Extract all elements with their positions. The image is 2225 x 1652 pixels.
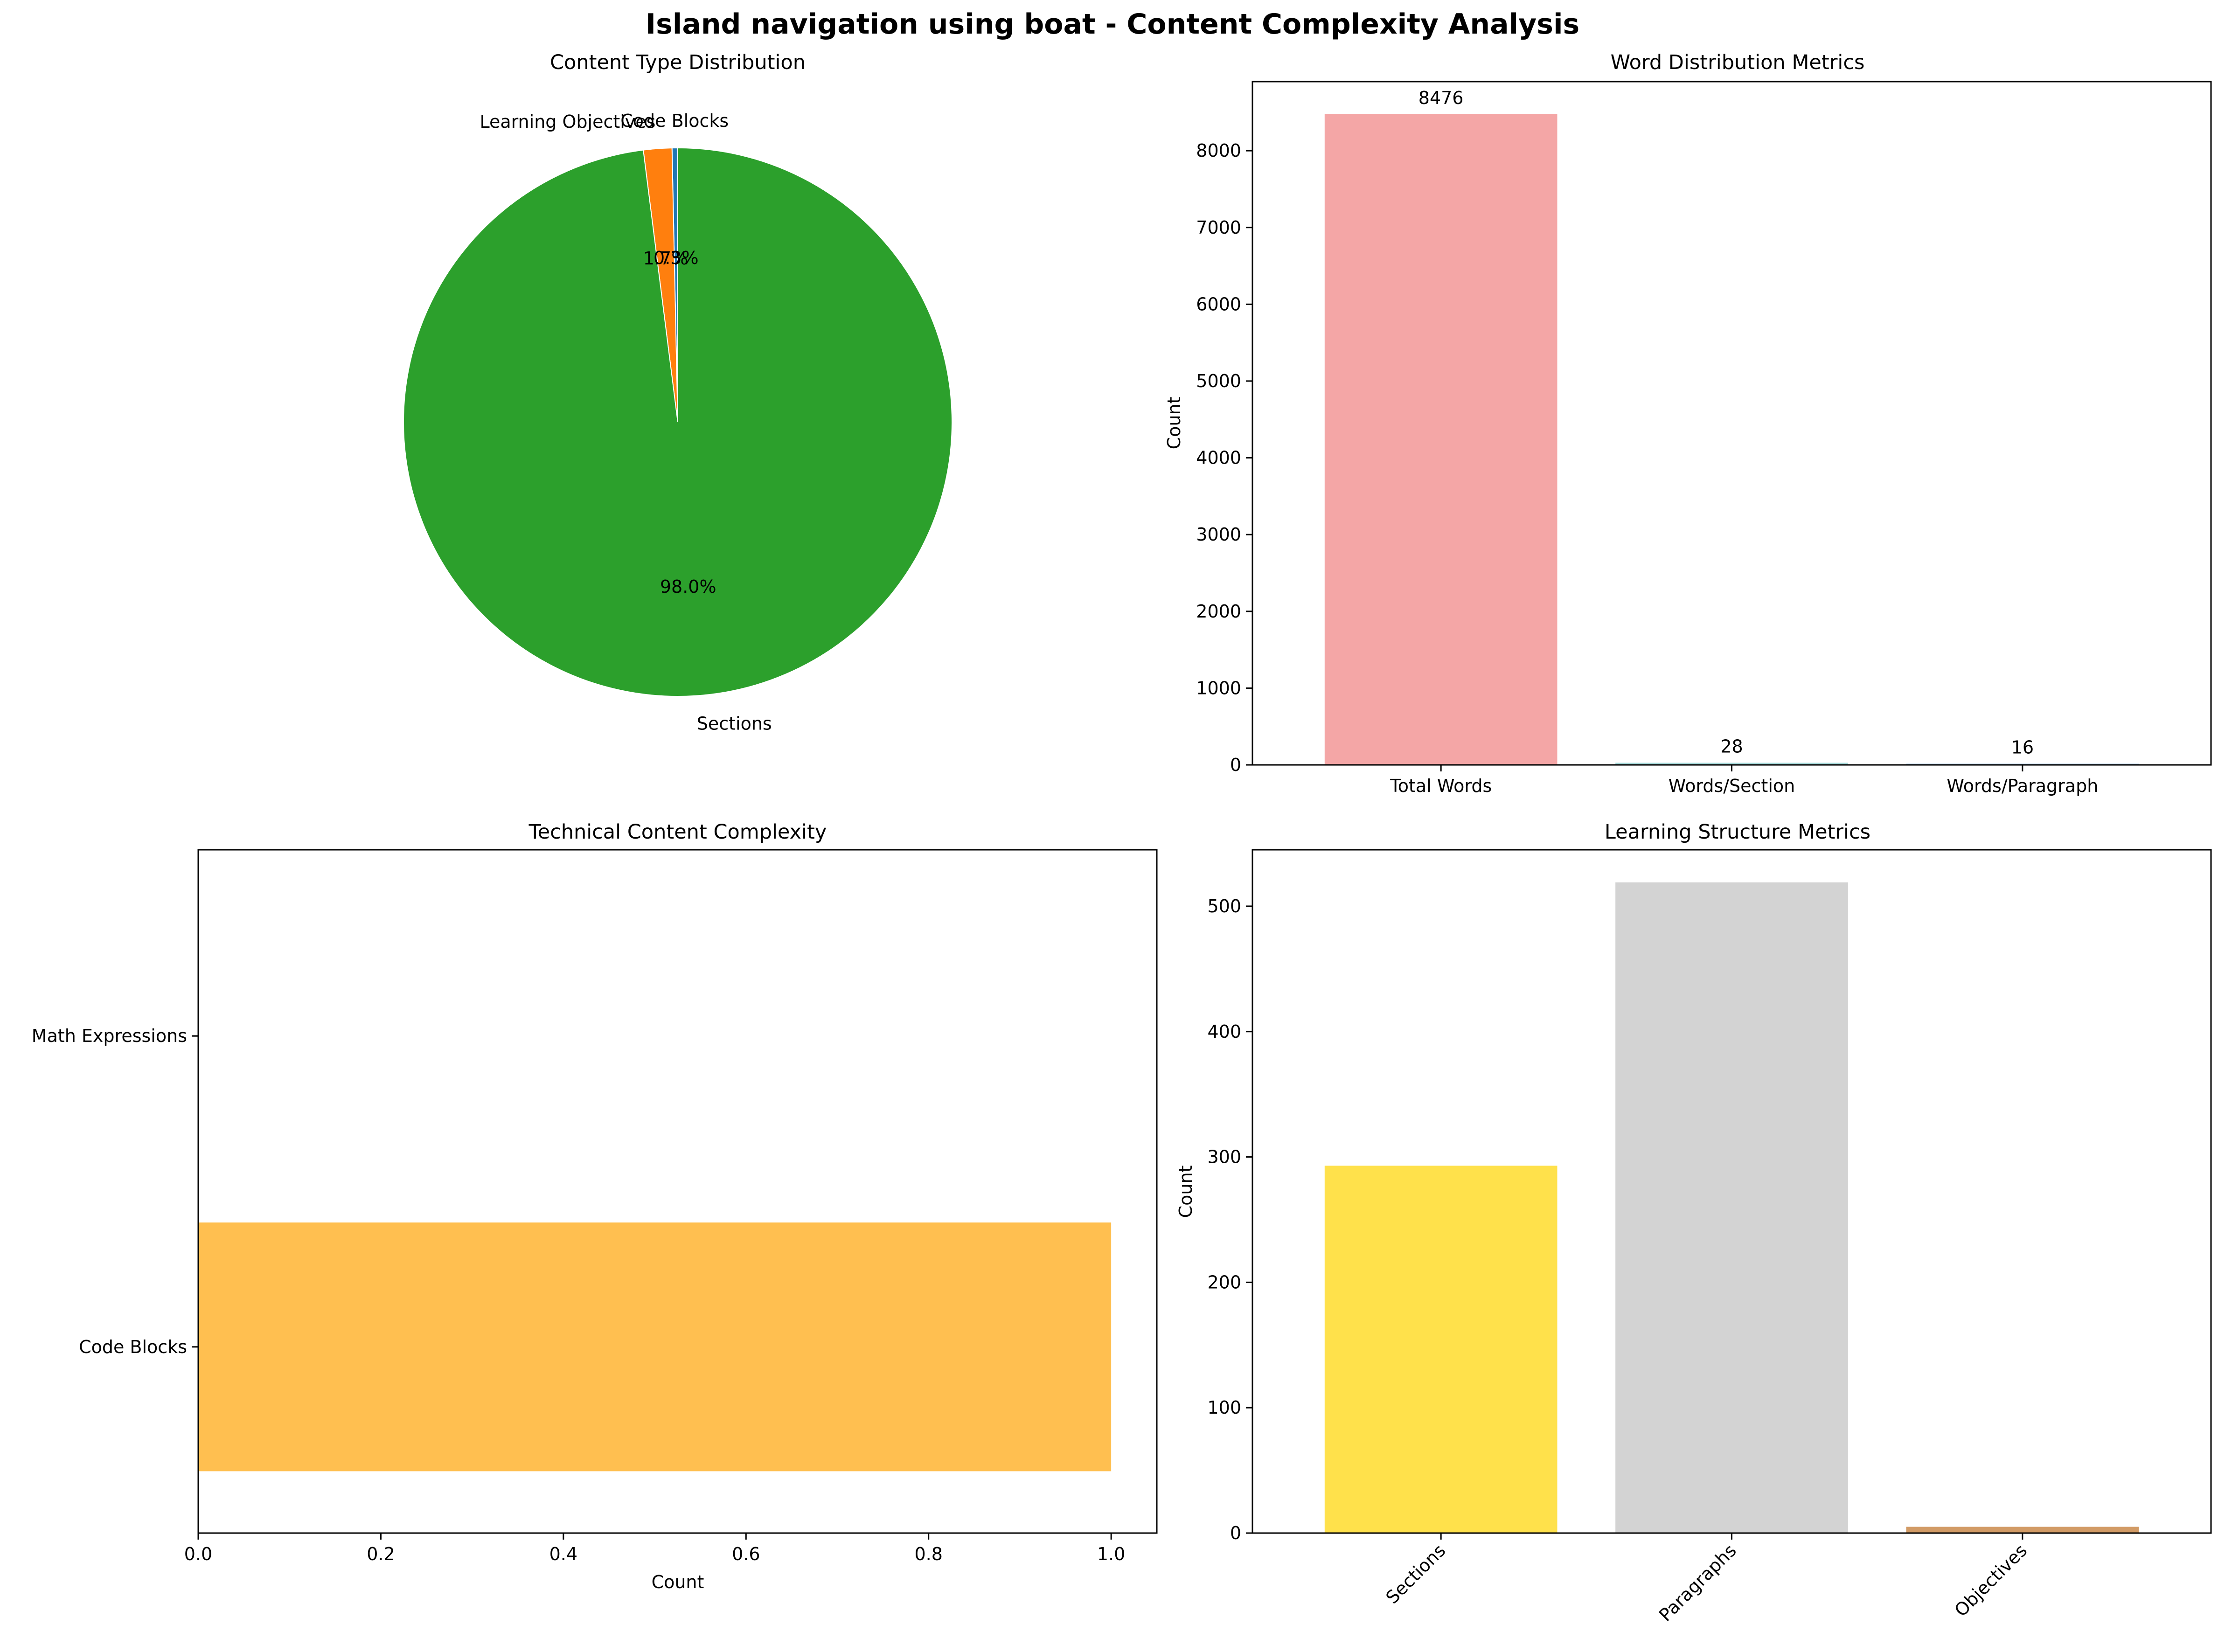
words-title: Word Distribution Metrics [1611, 51, 1865, 74]
y-tick-label: 5000 [1196, 371, 1241, 391]
learning-title: Learning Structure Metrics [1605, 820, 1870, 844]
pie-pct-label: 1.7% [643, 248, 688, 269]
bar-total-words [1324, 114, 1558, 765]
y-tick-label: Code Blocks [79, 1337, 187, 1357]
tech-bars [198, 1222, 1112, 1472]
y-tick-label: 0 [1230, 1523, 1241, 1543]
y-tick-label: 300 [1207, 1147, 1241, 1167]
x-tick-label: Total Words [1390, 776, 1492, 796]
learning-axes-frame [1252, 849, 2212, 1534]
x-tick-label: 0.2 [367, 1544, 395, 1564]
pie-slice-sections [403, 147, 953, 697]
words-ylabel: Count [1164, 397, 1184, 450]
bar-words-section [1615, 763, 1848, 765]
y-tick-label: 0 [1230, 755, 1241, 775]
pie-labels: Code Blocks 0.3% Learning Objectives 1.7% Se… [480, 111, 772, 734]
bar-value-label: 8476 [1418, 88, 1464, 108]
x-tick-label: Words/Paragraph [1947, 776, 2098, 796]
y-tick-label: 1000 [1196, 678, 1241, 698]
bar-value-label: 28 [1720, 736, 1743, 757]
bar-value-label: 16 [2011, 737, 2034, 757]
words-axis-ticks: 0 1000 2000 3000 4000 5000 6000 7000 8000 Total W… [1196, 140, 2098, 796]
word-distribution-chart: Word Distribution Metrics 0 1000 2000 3000 4… [1164, 51, 2212, 796]
y-tick-label: 200 [1207, 1272, 1241, 1292]
bar-paragraphs [1615, 882, 1848, 1533]
y-tick-label: 400 [1207, 1021, 1241, 1042]
x-tick-label: 0.4 [549, 1544, 577, 1564]
x-tick-label: Words/Section [1669, 776, 1795, 796]
tech-title: Technical Content Complexity [528, 820, 827, 844]
technical-complexity-chart: Technical Content Complexity 0.0 0.2 0.4 0.… [32, 820, 1158, 1592]
pie-title: Content Type Distribution [550, 51, 806, 74]
content-type-pie-chart: Content Type Distribution Code Blocks 0.3… [403, 51, 953, 734]
learning-bars [1324, 882, 2139, 1533]
bar-code-blocks [198, 1222, 1112, 1472]
tech-axis-ticks: 0.0 0.2 0.4 0.6 0.8 1.0 Code Blocks Math Expres… [32, 1026, 1126, 1564]
y-tick-label: 500 [1207, 896, 1241, 916]
y-tick-label: 3000 [1196, 524, 1241, 545]
pie-label: Code Blocks [620, 111, 729, 131]
figure-title: Island navigation using boat - Content C… [646, 8, 1579, 41]
tech-xlabel: Count [652, 1572, 704, 1592]
x-tick-label: 1.0 [1097, 1544, 1125, 1564]
y-tick-label: 4000 [1196, 448, 1241, 468]
words-axes-frame [1252, 81, 2212, 766]
pie-label: Sections [697, 714, 772, 734]
x-tick-label: 0.0 [184, 1544, 212, 1564]
pie-pct-label: 98.0% [660, 576, 716, 597]
y-tick-label: 6000 [1196, 294, 1241, 314]
pie-pct-label: 0.3% [654, 248, 699, 268]
bar-sections [1324, 1166, 1558, 1533]
x-tick-label: 0.6 [732, 1544, 760, 1564]
y-tick-label: 100 [1207, 1397, 1241, 1418]
y-tick-label: 2000 [1196, 601, 1241, 622]
y-tick-label: 8000 [1196, 140, 1241, 161]
pie-slices [403, 147, 953, 697]
x-tick-label: 0.8 [914, 1544, 942, 1564]
tech-axes-frame [197, 849, 1158, 1534]
learning-ylabel: Count [1175, 1166, 1196, 1218]
pie-label: Learning Objectives [480, 111, 655, 132]
y-tick-label: 7000 [1196, 217, 1241, 238]
y-tick-label: Math Expressions [32, 1026, 187, 1046]
bar-objectives [1906, 1527, 2139, 1533]
words-bars: 8476 28 16 [1324, 88, 2139, 765]
